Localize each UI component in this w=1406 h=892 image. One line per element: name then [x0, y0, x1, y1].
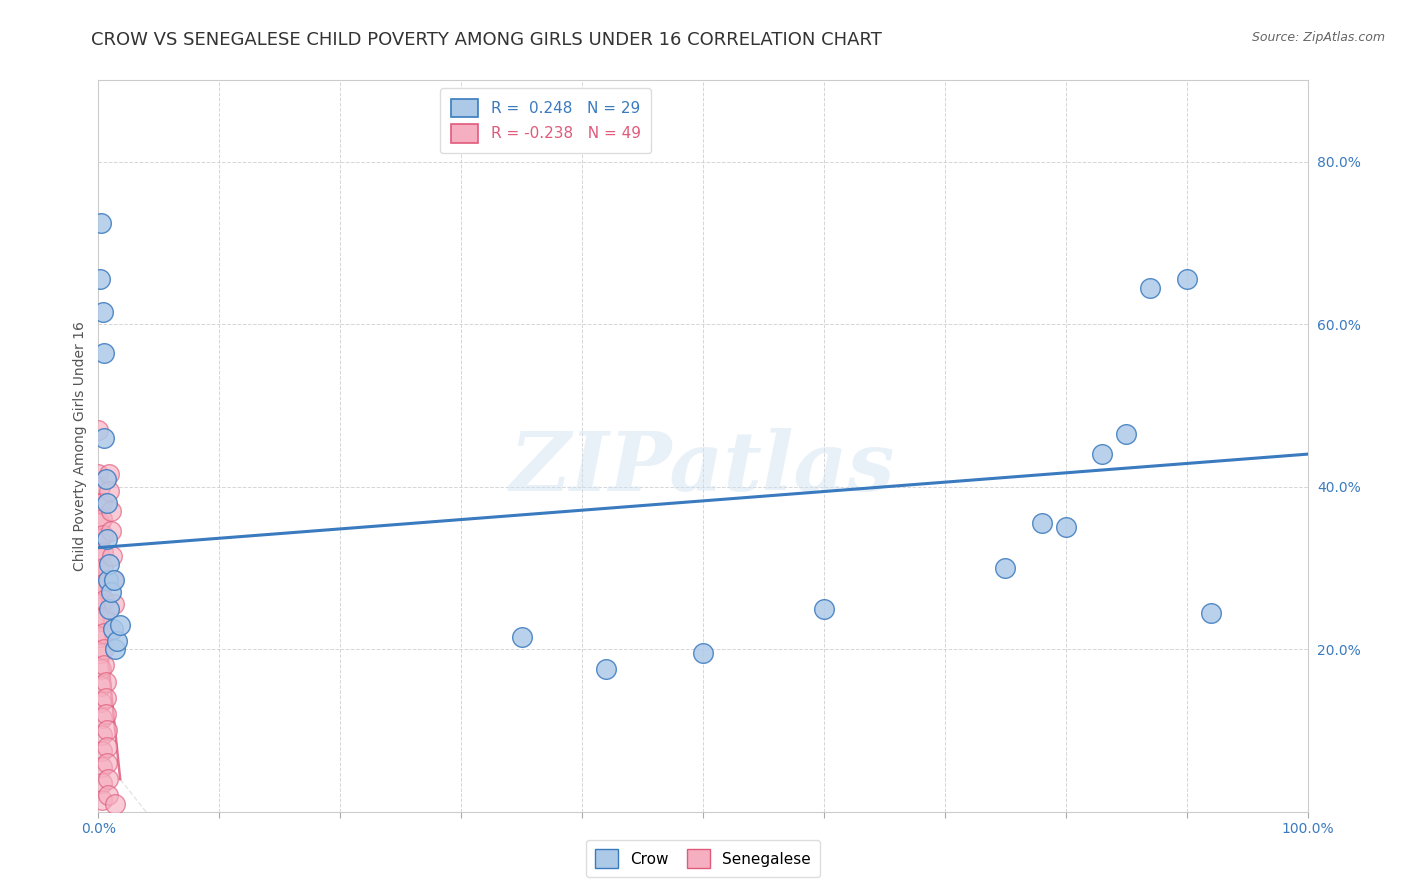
Point	[94, 674, 117, 689]
Point	[103, 573, 125, 587]
Point	[104, 642, 127, 657]
Point	[93, 658, 115, 673]
Point	[692, 646, 714, 660]
Point	[91, 528, 114, 542]
Point	[1115, 426, 1137, 441]
Point	[96, 533, 118, 547]
Point	[91, 744, 114, 758]
Point	[96, 723, 118, 738]
Point	[98, 483, 121, 498]
Point	[91, 496, 114, 510]
Point	[1139, 280, 1161, 294]
Point	[89, 565, 111, 579]
Point	[90, 695, 112, 709]
Point	[90, 581, 112, 595]
Point	[93, 642, 115, 657]
Point	[89, 533, 111, 547]
Point	[89, 496, 111, 510]
Point	[89, 549, 111, 563]
Legend: R =  0.248   N = 29, R = -0.238   N = 49: R = 0.248 N = 29, R = -0.238 N = 49	[440, 88, 651, 153]
Point	[994, 561, 1017, 575]
Point	[91, 577, 114, 591]
Point	[93, 626, 115, 640]
Text: Source: ZipAtlas.com: Source: ZipAtlas.com	[1251, 31, 1385, 45]
Point	[98, 557, 121, 571]
Point	[96, 496, 118, 510]
Point	[94, 707, 117, 722]
Y-axis label: Child Poverty Among Girls Under 16: Child Poverty Among Girls Under 16	[73, 321, 87, 571]
Point	[91, 561, 114, 575]
Point	[101, 622, 124, 636]
Point	[94, 690, 117, 705]
Point	[91, 711, 114, 725]
Point	[89, 480, 111, 494]
Point	[101, 573, 124, 587]
Point	[813, 601, 835, 615]
Point	[98, 601, 121, 615]
Point	[90, 614, 112, 628]
Point	[1199, 606, 1222, 620]
Point	[87, 467, 110, 482]
Point	[94, 471, 117, 485]
Point	[90, 215, 112, 229]
Point	[97, 789, 120, 803]
Point	[90, 630, 112, 644]
Point	[89, 516, 111, 531]
Point	[98, 467, 121, 482]
Point	[90, 646, 112, 660]
Point	[87, 423, 110, 437]
Point	[100, 524, 122, 539]
Point	[90, 598, 112, 612]
Point	[93, 609, 115, 624]
Point	[89, 272, 111, 286]
Legend: Crow, Senegalese: Crow, Senegalese	[586, 840, 820, 877]
Point	[96, 739, 118, 754]
Point	[91, 544, 114, 558]
Point	[91, 760, 114, 774]
Point	[595, 663, 617, 677]
Point	[100, 549, 122, 563]
Text: CROW VS SENEGALESE CHILD POVERTY AMONG GIRLS UNDER 16 CORRELATION CHART: CROW VS SENEGALESE CHILD POVERTY AMONG G…	[91, 31, 883, 49]
Point	[105, 634, 128, 648]
Point	[91, 792, 114, 806]
Point	[93, 345, 115, 359]
Point	[100, 585, 122, 599]
Point	[104, 797, 127, 811]
Point	[97, 573, 120, 587]
Point	[103, 598, 125, 612]
Point	[91, 512, 114, 526]
Point	[1031, 516, 1053, 531]
Point	[91, 727, 114, 741]
Point	[93, 431, 115, 445]
Point	[97, 772, 120, 787]
Point	[1175, 272, 1198, 286]
Point	[1091, 447, 1114, 461]
Point	[510, 630, 533, 644]
Point	[108, 617, 131, 632]
Point	[96, 756, 118, 770]
Point	[100, 504, 122, 518]
Point	[93, 593, 115, 607]
Point	[90, 679, 112, 693]
Point	[91, 776, 114, 790]
Point	[91, 305, 114, 319]
Point	[90, 663, 112, 677]
Point	[1054, 520, 1077, 534]
Text: ZIPatlas: ZIPatlas	[510, 428, 896, 508]
